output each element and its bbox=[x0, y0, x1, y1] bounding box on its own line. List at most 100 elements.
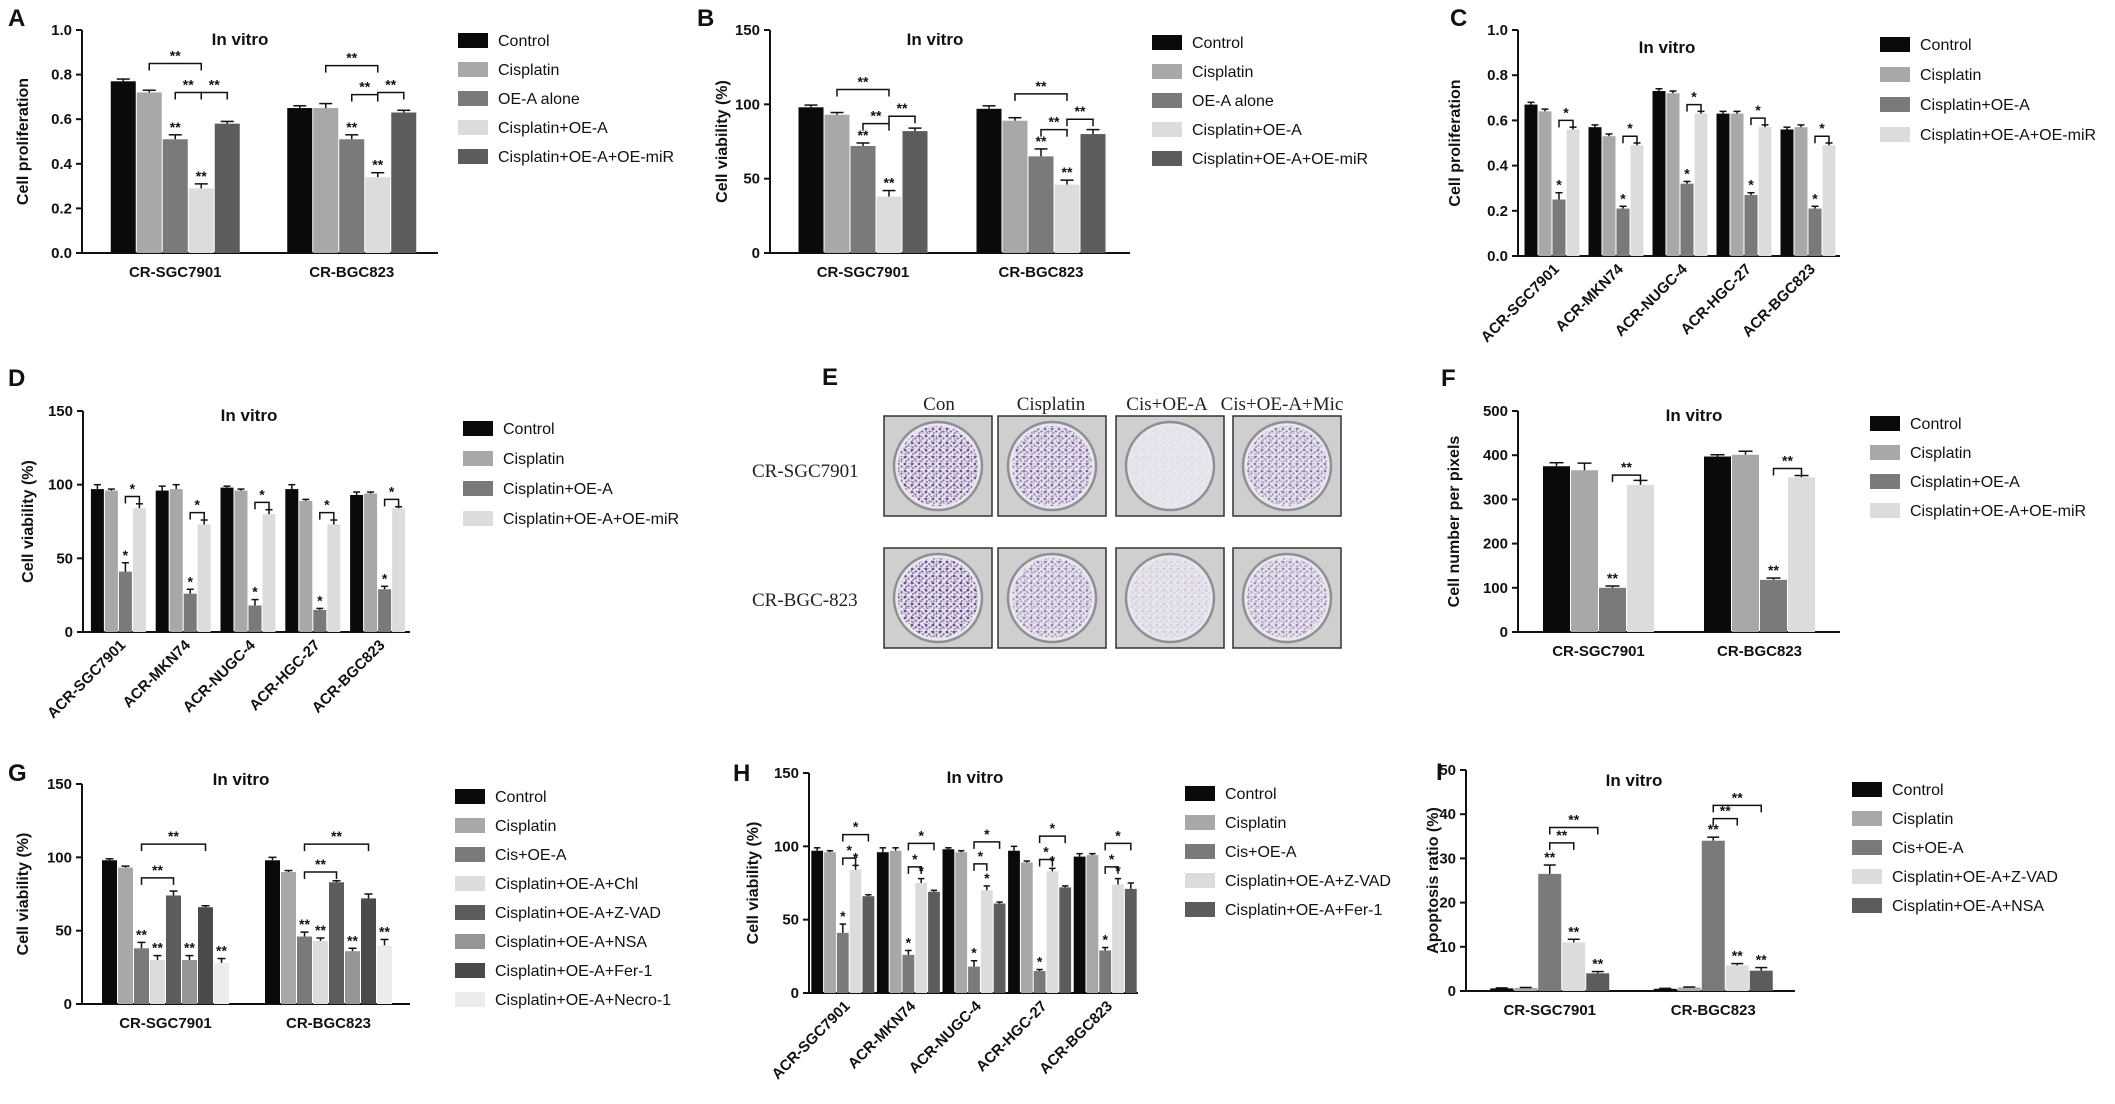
legend-label: Cisplatin+OE-A+Fer-1 bbox=[1225, 902, 1382, 919]
comparison-bracket bbox=[1558, 119, 1574, 128]
bracket-label: ** bbox=[871, 108, 882, 124]
bracket-label: * bbox=[259, 486, 265, 502]
legend-swatch bbox=[1185, 786, 1215, 801]
bar bbox=[1808, 208, 1822, 256]
legend-label: Cisplatin bbox=[1192, 64, 1253, 81]
comparison-bracket bbox=[319, 511, 335, 520]
bracket-label: * bbox=[130, 480, 136, 496]
y-tick-label: 50 bbox=[1439, 762, 1456, 779]
comparison-bracket bbox=[973, 863, 988, 871]
bar bbox=[1054, 184, 1080, 253]
colony-photo bbox=[1232, 415, 1342, 517]
bracket-label: * bbox=[1115, 827, 1121, 843]
legend-label: Cisplatin bbox=[503, 451, 564, 468]
legend-label: Control bbox=[1920, 37, 1972, 54]
bar bbox=[299, 500, 313, 632]
bar bbox=[150, 960, 165, 1004]
bar bbox=[364, 493, 378, 632]
bracket-label: * bbox=[1050, 820, 1056, 836]
bar bbox=[169, 489, 183, 632]
legend-swatch bbox=[455, 934, 485, 949]
colony-stain-fine bbox=[898, 426, 978, 506]
significance-mark: ** bbox=[372, 157, 383, 173]
photo-column-label-cisplatin: Cisplatin bbox=[1017, 394, 1086, 415]
comparison-bracket bbox=[1066, 118, 1094, 127]
legend-swatch bbox=[455, 876, 485, 891]
bar bbox=[1033, 971, 1046, 993]
significance-mark: * bbox=[382, 570, 388, 586]
bar bbox=[1080, 134, 1106, 253]
x-category-label: CR-BGC823 bbox=[998, 264, 1083, 281]
bracket-label: ** bbox=[1036, 78, 1047, 94]
bracket-label: ** bbox=[385, 76, 396, 92]
y-tick-label: 200 bbox=[1483, 536, 1508, 553]
significance-mark: ** bbox=[346, 119, 357, 135]
significance-mark: * bbox=[187, 573, 193, 589]
bar bbox=[1008, 850, 1020, 993]
panel-a-chart: A In vitro Cell proliferation 0.0 0.2 0.4 0.6 0… bbox=[8, 5, 674, 281]
legend-label: Control bbox=[1910, 416, 1962, 433]
colony-photo bbox=[1232, 547, 1342, 649]
legend-label: Cis+OE-A bbox=[1225, 844, 1297, 861]
y-tick-label: 0 bbox=[1448, 983, 1456, 1000]
significance-mark: * bbox=[252, 584, 258, 600]
comparison-bracket bbox=[1014, 93, 1068, 101]
y-tick-label: 50 bbox=[56, 550, 73, 567]
bar bbox=[824, 114, 850, 254]
y-axis-label: Apoptosis ratio (%) bbox=[1425, 807, 1442, 954]
bracket-label: * bbox=[389, 483, 395, 499]
bar bbox=[183, 593, 197, 632]
bar bbox=[136, 92, 162, 253]
y-tick-label: 0 bbox=[64, 996, 72, 1013]
bar bbox=[1758, 127, 1772, 257]
significance-mark: * bbox=[123, 547, 129, 563]
bar bbox=[1538, 873, 1562, 991]
bar bbox=[134, 948, 149, 1004]
chart-title: In vitro bbox=[221, 406, 278, 425]
bar bbox=[281, 872, 296, 1004]
legend-swatch bbox=[1185, 844, 1215, 859]
x-category-label: ACR-SGC7901 bbox=[44, 637, 129, 722]
bar bbox=[313, 940, 328, 1004]
legend-label: Cisplatin+OE-A+Fer-1 bbox=[495, 963, 652, 980]
legend-swatch bbox=[455, 818, 485, 833]
significance-mark: ** bbox=[884, 175, 895, 191]
bar bbox=[1822, 145, 1836, 256]
bar bbox=[345, 951, 360, 1004]
legend-label: Cisplatin+OE-A bbox=[1192, 122, 1302, 139]
chart-title: In vitro bbox=[947, 768, 1004, 787]
legend-label: OE-A alone bbox=[498, 91, 580, 108]
comparison-bracket bbox=[1038, 858, 1054, 867]
comparison-bracket bbox=[1549, 826, 1599, 835]
legend-swatch bbox=[1852, 782, 1882, 797]
bracket-label: * bbox=[1819, 120, 1825, 136]
significance-mark: ** bbox=[1607, 570, 1618, 586]
bar bbox=[1780, 129, 1794, 256]
bar bbox=[1543, 466, 1570, 632]
panel-letter-i: I bbox=[1436, 759, 1443, 786]
bar bbox=[1760, 579, 1787, 632]
bar bbox=[942, 849, 955, 993]
bar bbox=[104, 490, 118, 632]
legend-label: Control bbox=[498, 33, 550, 50]
bar bbox=[361, 898, 376, 1004]
legend-swatch bbox=[1852, 869, 1882, 884]
bar bbox=[1562, 942, 1586, 991]
legend-label: Cisplatin bbox=[1892, 811, 1953, 828]
photo-row-label-sgc7901: CR-SGC7901 bbox=[752, 461, 859, 482]
significance-mark: ** bbox=[315, 922, 326, 938]
bar bbox=[876, 852, 889, 993]
colony-photo bbox=[997, 415, 1107, 517]
bar bbox=[1571, 470, 1598, 632]
bracket-label: * bbox=[846, 842, 852, 858]
bar bbox=[980, 890, 993, 993]
bracket-label: * bbox=[1627, 120, 1633, 136]
panel-letter-d: D bbox=[8, 365, 25, 392]
bar bbox=[327, 524, 341, 632]
bar bbox=[265, 860, 280, 1004]
y-tick-label: 300 bbox=[1483, 491, 1508, 508]
bar bbox=[1586, 973, 1610, 991]
significance-mark: * bbox=[1620, 190, 1626, 206]
significance-mark: ** bbox=[152, 940, 163, 956]
y-tick-label: 1.0 bbox=[1487, 22, 1508, 39]
